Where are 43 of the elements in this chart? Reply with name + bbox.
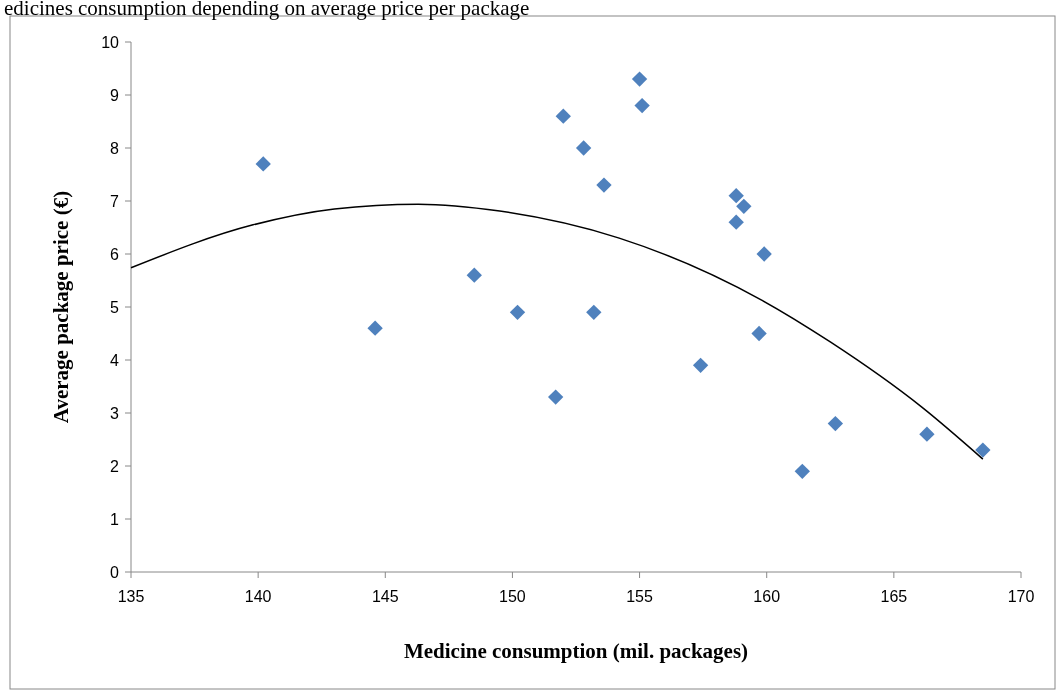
y-tick-label: 8 [110,139,120,157]
point [728,188,744,204]
x-tick-label: 145 [371,588,399,605]
point [751,325,767,342]
y-tick-label: 10 [101,33,120,51]
point [736,198,752,214]
y-tick-label: 6 [110,245,120,263]
point [728,214,744,230]
point [634,97,650,114]
x-tick-label: 140 [244,588,272,605]
x-tick-label: 165 [880,588,908,605]
y-axis-title: Average package price (€) [49,190,73,424]
point [596,177,612,193]
point [692,357,709,373]
y-tick-label: 2 [110,457,120,475]
y-tick-label: 3 [110,404,120,422]
point [367,320,383,336]
point [756,246,772,262]
x-tick-label: 170 [1007,588,1035,605]
x-tick-label: 160 [753,588,781,605]
point [919,426,935,442]
point [827,415,844,432]
point [631,71,648,87]
point [575,140,592,156]
point [975,442,991,458]
point [555,108,571,124]
y-tick-label: 7 [110,192,120,210]
y-tick-label: 4 [110,351,120,369]
y-tick-label: 5 [110,298,120,316]
point [466,267,482,283]
y-tick-label: 1 [110,510,120,528]
y-tick-label: 9 [110,86,120,104]
point [509,304,526,320]
chart-title: edicines consumption depending on average price per package [4,0,530,20]
point [586,304,602,320]
x-tick-label: 155 [626,588,654,605]
point [255,156,271,172]
x-tick-label: 135 [117,588,145,605]
y-tick-label: 0 [110,563,120,581]
point [794,463,810,479]
x-axis-title: Medicine consumption (mil. packages) [403,639,749,663]
x-tick-label: 150 [499,588,526,605]
point [547,389,564,405]
